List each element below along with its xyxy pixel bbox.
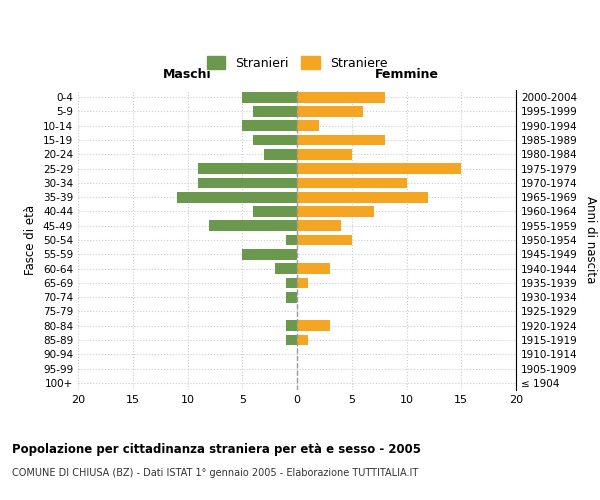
Bar bbox=[297, 92, 385, 102]
Text: COMUNE DI CHIUSA (BZ) - Dati ISTAT 1° gennaio 2005 - Elaborazione TUTTITALIA.IT: COMUNE DI CHIUSA (BZ) - Dati ISTAT 1° ge… bbox=[12, 468, 418, 477]
Text: Femmine: Femmine bbox=[374, 68, 439, 81]
Text: Maschi: Maschi bbox=[163, 68, 212, 81]
Y-axis label: Anni di nascita: Anni di nascita bbox=[584, 196, 597, 284]
Bar bbox=[264, 149, 297, 160]
Bar bbox=[242, 249, 297, 260]
Bar bbox=[199, 178, 297, 188]
Bar bbox=[297, 192, 428, 202]
Text: Popolazione per cittadinanza straniera per età e sesso - 2005: Popolazione per cittadinanza straniera p… bbox=[12, 442, 421, 456]
Y-axis label: Fasce di età: Fasce di età bbox=[25, 205, 37, 275]
Bar bbox=[297, 263, 330, 274]
Bar bbox=[297, 206, 374, 217]
Bar bbox=[253, 106, 297, 117]
Bar bbox=[286, 320, 297, 331]
Bar bbox=[253, 206, 297, 217]
Bar bbox=[242, 120, 297, 131]
Bar bbox=[297, 278, 308, 288]
Bar bbox=[242, 92, 297, 102]
Legend: Stranieri, Straniere: Stranieri, Straniere bbox=[202, 52, 392, 75]
Bar bbox=[253, 134, 297, 145]
Bar bbox=[209, 220, 297, 231]
Bar bbox=[297, 178, 407, 188]
Bar bbox=[286, 334, 297, 345]
Bar bbox=[275, 263, 297, 274]
Bar bbox=[297, 106, 362, 117]
Bar bbox=[286, 234, 297, 246]
Bar bbox=[297, 320, 330, 331]
Bar bbox=[297, 334, 308, 345]
Bar bbox=[297, 234, 352, 246]
Bar bbox=[297, 149, 352, 160]
Bar bbox=[297, 120, 319, 131]
Bar bbox=[199, 163, 297, 174]
Bar bbox=[297, 220, 341, 231]
Bar bbox=[176, 192, 297, 202]
Bar bbox=[297, 163, 461, 174]
Bar bbox=[297, 134, 385, 145]
Bar bbox=[286, 278, 297, 288]
Bar bbox=[286, 292, 297, 302]
